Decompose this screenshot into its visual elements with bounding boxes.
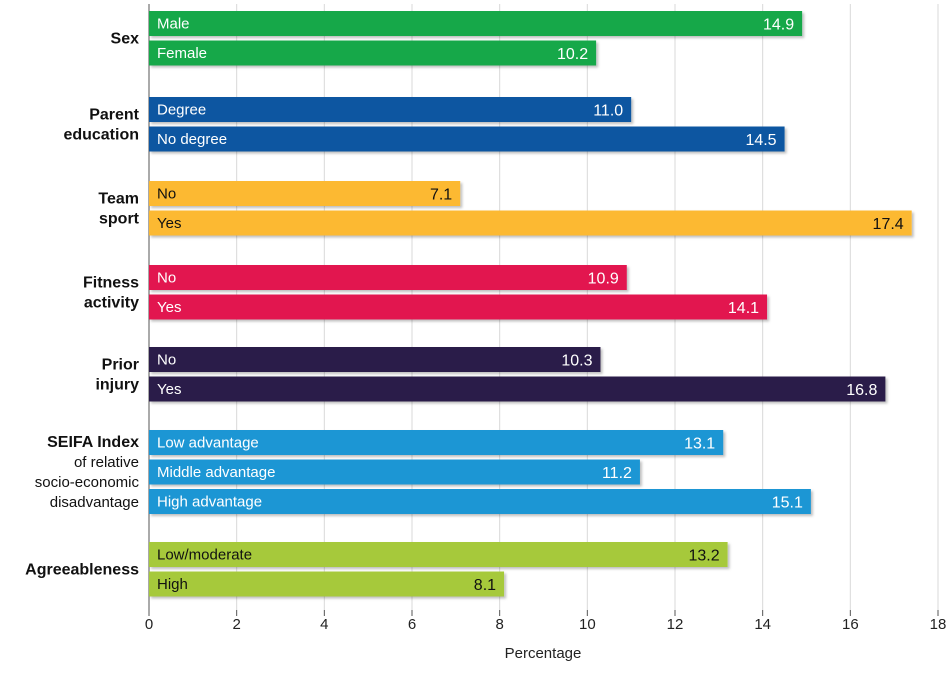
bar bbox=[149, 97, 632, 122]
group-label-line: Sex bbox=[111, 30, 140, 47]
bar bbox=[149, 347, 601, 372]
group-label-line: socio-economic bbox=[35, 474, 140, 491]
bar-value-label: 10.9 bbox=[588, 271, 619, 288]
bar bbox=[149, 294, 768, 320]
bar-value-label: 14.9 bbox=[763, 17, 794, 34]
x-tick-label: 18 bbox=[930, 616, 947, 633]
bar-category-label: High advantage bbox=[157, 494, 262, 511]
bar-value-label: 14.5 bbox=[745, 132, 776, 149]
bar bbox=[149, 571, 505, 597]
group-label-line: Fitness bbox=[83, 274, 139, 291]
x-axis: Percentage 0 2 4 6 8 10 12 14 16 18 bbox=[145, 610, 947, 662]
group-label: Fitness activity bbox=[83, 274, 139, 311]
x-tick-label: 6 bbox=[408, 616, 416, 633]
bar-category-label: No bbox=[157, 352, 176, 369]
bar-category-label: Middle advantage bbox=[157, 464, 275, 481]
bar-category-label: No bbox=[157, 270, 176, 287]
bar-item: Low/moderate 13.2 bbox=[149, 542, 728, 567]
group-label-line: injury bbox=[95, 376, 139, 393]
bar-category-label: Low/moderate bbox=[157, 547, 252, 564]
group-label-line: activity bbox=[84, 294, 139, 311]
bar-category-label: Male bbox=[157, 16, 190, 33]
bar-category-label: Yes bbox=[157, 381, 181, 398]
bar-item: Middle advantage 11.2 bbox=[149, 459, 640, 485]
bars: Male 14.9 Female 10.2 Degree 11.0 No degree 14.… bbox=[149, 11, 912, 597]
bar-category-label: Female bbox=[157, 45, 207, 62]
bar bbox=[149, 489, 811, 514]
group-label-line: Team bbox=[98, 190, 139, 207]
group-label: Sex bbox=[111, 30, 140, 47]
group-label-line: Prior bbox=[102, 356, 139, 373]
bar bbox=[149, 11, 803, 36]
group-labels: Sex Parent education Team sport Fitness activi… bbox=[25, 30, 140, 578]
x-axis-title: Percentage bbox=[505, 645, 582, 662]
bar-value-label: 14.1 bbox=[728, 300, 759, 317]
bar-item: Male 14.9 bbox=[149, 11, 803, 36]
x-tick-label: 16 bbox=[842, 616, 859, 633]
bar-value-label: 15.1 bbox=[772, 495, 803, 512]
bar-item: Low advantage 13.1 bbox=[149, 430, 724, 455]
x-tick-label: 8 bbox=[495, 616, 503, 633]
group-label-line: SEIFA Index bbox=[47, 434, 139, 451]
bar-value-label: 16.8 bbox=[846, 382, 877, 399]
bar-item: Yes 17.4 bbox=[149, 210, 912, 236]
bar bbox=[149, 376, 886, 402]
group-label-line: disadvantage bbox=[50, 494, 139, 511]
group-label-line: Agreeableness bbox=[25, 561, 139, 578]
bar bbox=[149, 265, 627, 290]
x-tick-label: 0 bbox=[145, 616, 153, 633]
x-tick-label: 12 bbox=[667, 616, 684, 633]
bar bbox=[149, 210, 912, 236]
bar-category-label: Yes bbox=[157, 215, 181, 232]
bar-item: No 10.9 bbox=[149, 265, 627, 290]
bar-item: High 8.1 bbox=[149, 571, 505, 597]
bar-category-label: No bbox=[157, 186, 176, 203]
bar-value-label: 13.1 bbox=[684, 436, 715, 453]
bar-category-label: High bbox=[157, 576, 188, 593]
bar bbox=[149, 430, 724, 455]
bar bbox=[149, 459, 640, 485]
bar-category-label: No degree bbox=[157, 131, 227, 148]
bar-value-label: 10.2 bbox=[557, 46, 588, 63]
bar-item: No degree 14.5 bbox=[149, 126, 785, 152]
group-label: Agreeableness bbox=[25, 561, 139, 578]
bar-value-label: 10.3 bbox=[561, 353, 592, 370]
x-tick-label: 2 bbox=[232, 616, 240, 633]
bar-value-label: 13.2 bbox=[688, 548, 719, 565]
bar-value-label: 11.2 bbox=[602, 465, 632, 482]
bar-item: Yes 16.8 bbox=[149, 376, 886, 402]
bar bbox=[149, 126, 785, 152]
bar-item: Female 10.2 bbox=[149, 40, 597, 66]
group-label: Parent education bbox=[63, 106, 139, 143]
bar bbox=[149, 40, 597, 66]
bar-value-label: 8.1 bbox=[474, 577, 496, 594]
group-label-line: sport bbox=[99, 210, 140, 227]
x-tick-label: 14 bbox=[754, 616, 771, 633]
bar bbox=[149, 181, 461, 206]
bar-category-label: Low advantage bbox=[157, 435, 259, 452]
bar-item: High advantage 15.1 bbox=[149, 489, 811, 514]
bar-item: No 10.3 bbox=[149, 347, 601, 372]
bar-value-label: 17.4 bbox=[873, 216, 904, 233]
bar-category-label: Degree bbox=[157, 102, 206, 119]
group-label: Team sport bbox=[98, 190, 139, 227]
group-label: Prior injury bbox=[95, 356, 139, 393]
group-label-line: of relative bbox=[74, 454, 139, 471]
bar bbox=[149, 542, 728, 567]
group-label-line: education bbox=[63, 126, 139, 143]
x-tick-label: 10 bbox=[579, 616, 596, 633]
bar-item: Degree 11.0 bbox=[149, 97, 632, 122]
bar-item: No 7.1 bbox=[149, 181, 461, 206]
x-tick-label: 4 bbox=[320, 616, 328, 633]
bar-category-label: Yes bbox=[157, 299, 181, 316]
bar-item: Yes 14.1 bbox=[149, 294, 768, 320]
bar-value-label: 11.0 bbox=[593, 103, 623, 120]
group-label: SEIFA Index of relative socio-economic disa… bbox=[35, 434, 140, 511]
group-label-line: Parent bbox=[89, 106, 139, 123]
bar-value-label: 7.1 bbox=[430, 187, 452, 204]
